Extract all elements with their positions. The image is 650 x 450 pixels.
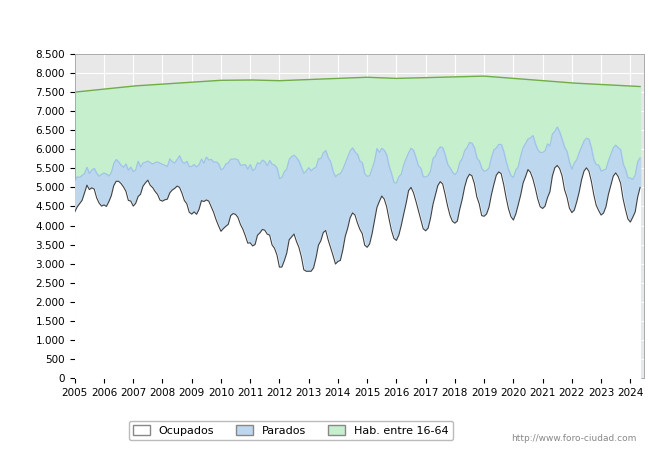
Text: http://www.foro-ciudad.com: http://www.foro-ciudad.com <box>512 434 637 443</box>
Legend: Ocupados, Parados, Hab. entre 16-64: Ocupados, Parados, Hab. entre 16-64 <box>129 421 453 441</box>
Text: Jódar - Evolucion de la poblacion en edad de Trabajar Mayo de 2024: Jódar - Evolucion de la poblacion en eda… <box>88 16 562 31</box>
